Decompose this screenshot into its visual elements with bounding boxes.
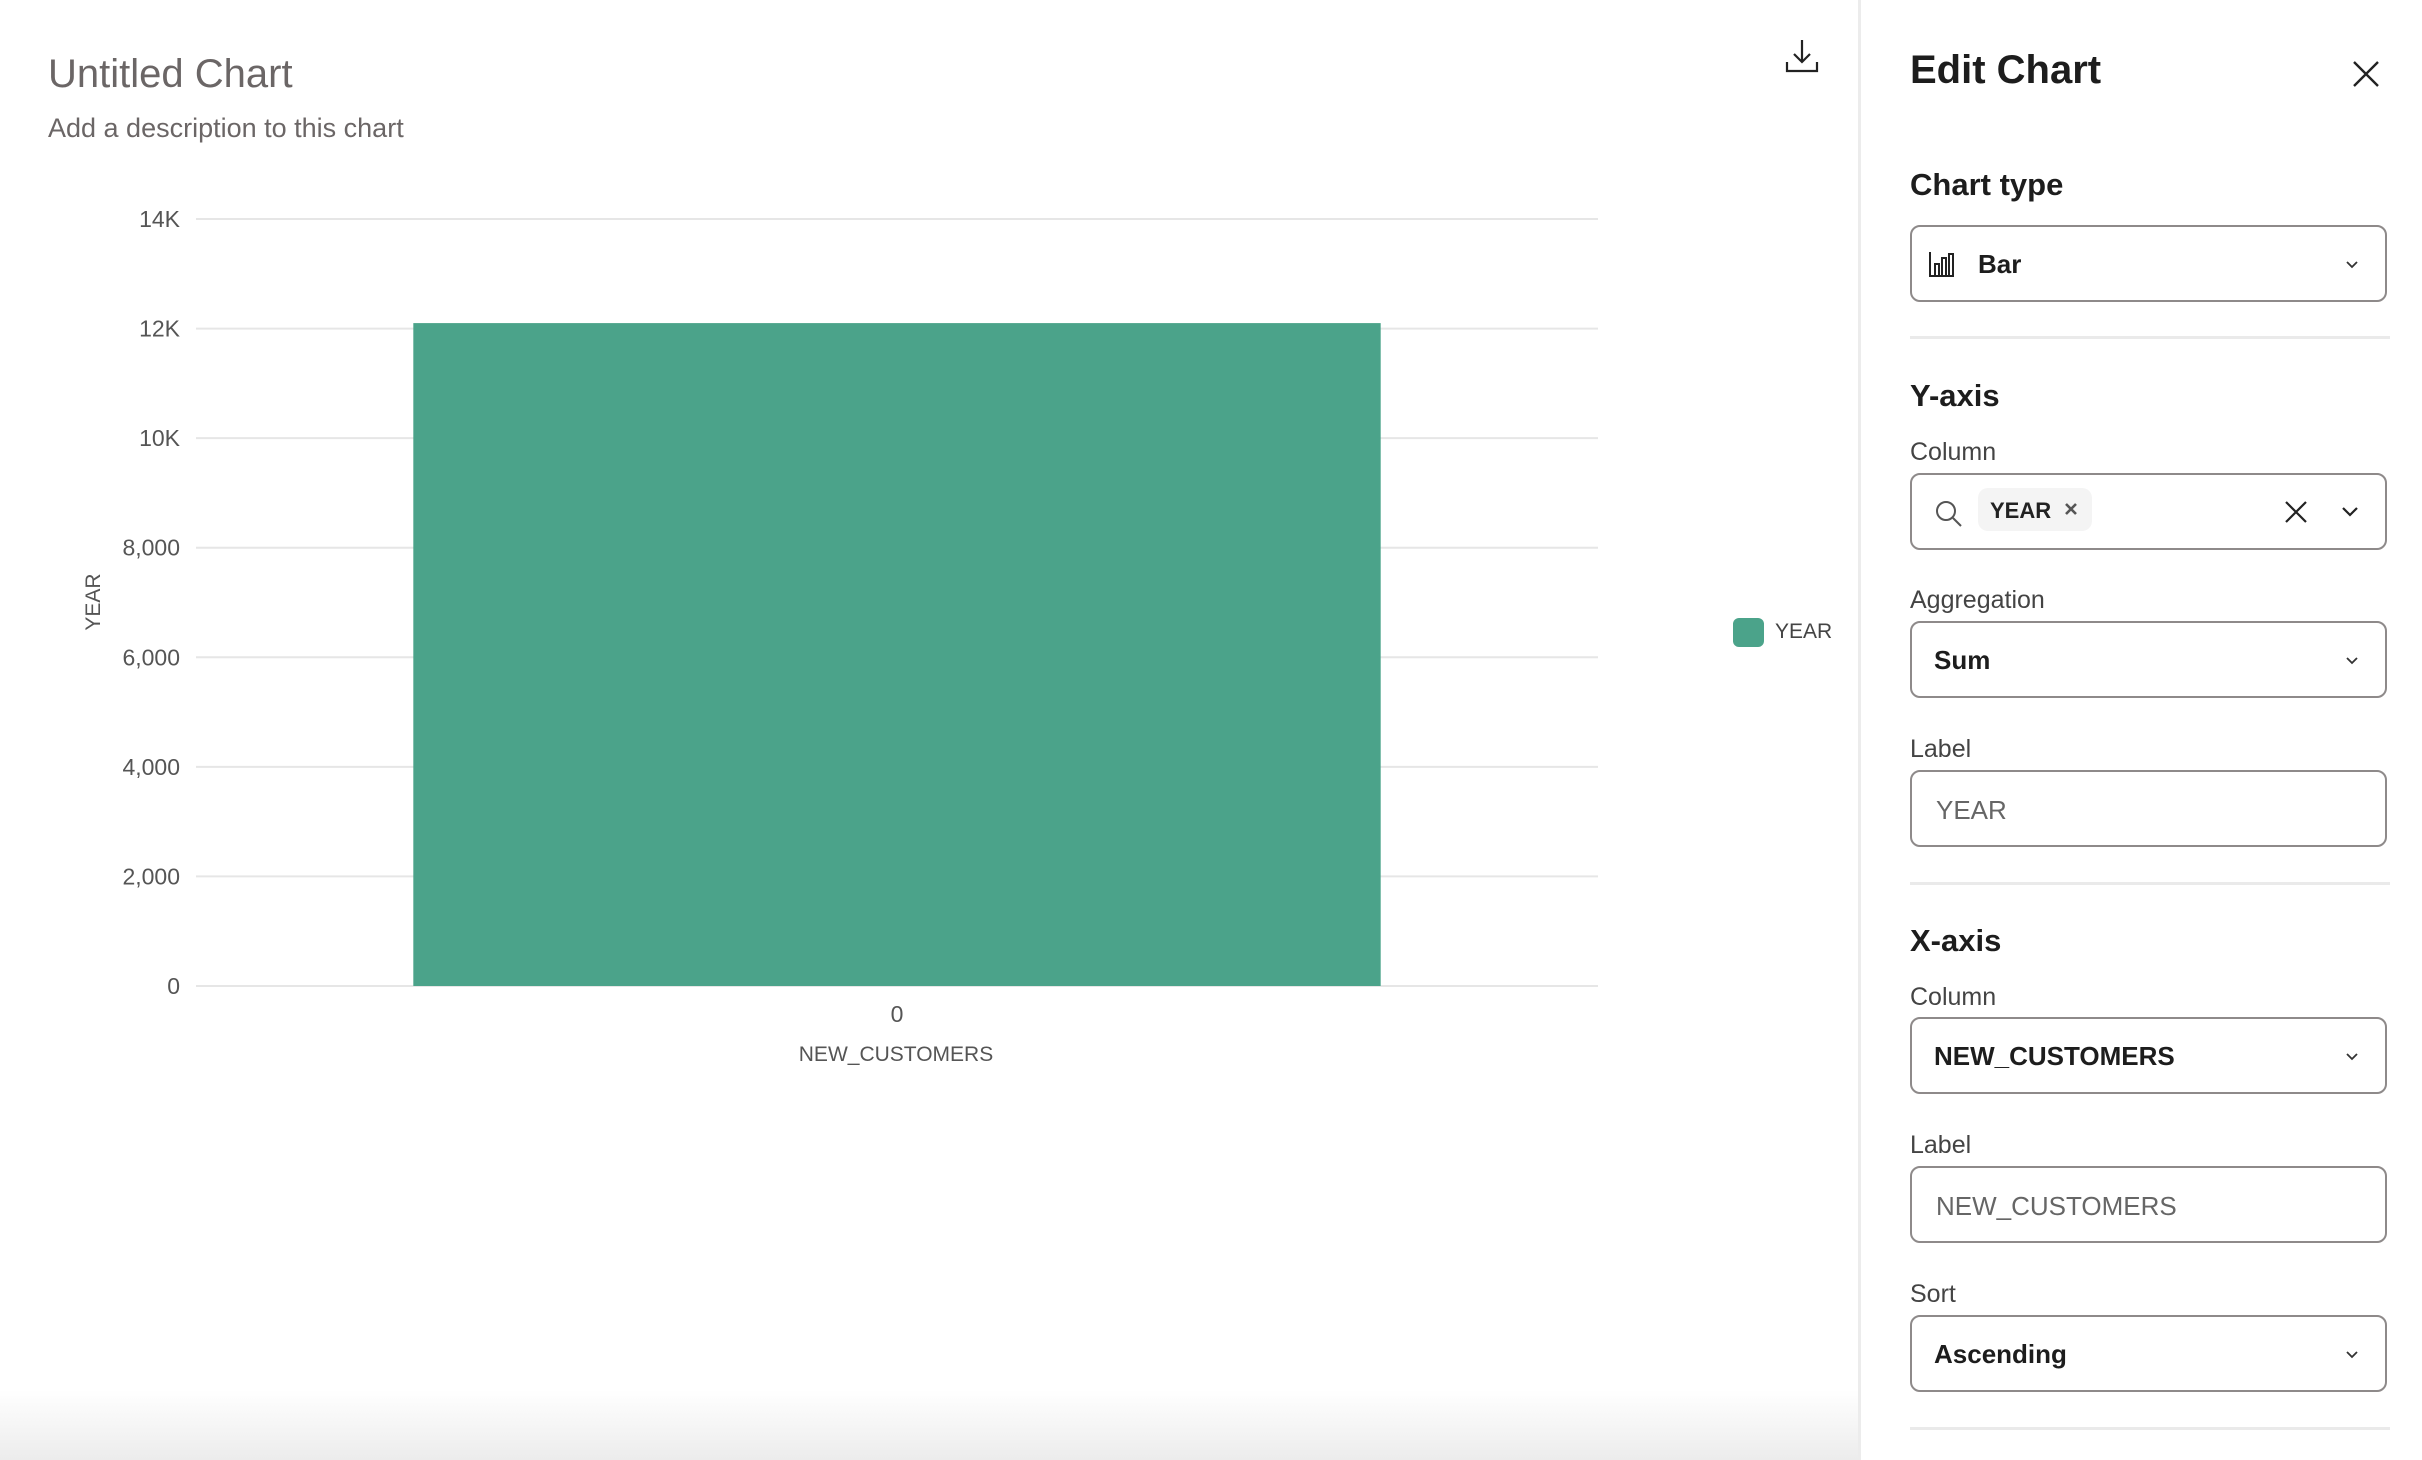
sort-label: Sort [1910,1280,1956,1308]
x-axis-heading: X-axis [1910,923,2002,958]
x-column-label: Column [1910,983,1997,1011]
bars [413,323,1381,986]
y-axis-heading: Y-axis [1910,378,2000,413]
chevron-down-icon [2346,657,2358,665]
y-tick-label: 6,000 [122,644,180,670]
x-label-input[interactable]: NEW_CUSTOMERS [1910,1166,2387,1243]
chart-title[interactable]: Untitled Chart [48,52,293,96]
close-icon[interactable] [2346,54,2386,94]
x-axis-label: NEW_CUSTOMERS [799,1043,993,1066]
bar-chart-icon [1929,252,1954,277]
y-column-label: Column [1910,438,1997,466]
panel-divider [1858,0,1861,1460]
divider [1910,336,2390,339]
chip-label: YEAR [1990,498,2052,523]
y-tick-label: 0 [167,973,180,999]
chart-type-heading: Chart type [1910,167,2064,202]
chevron-down-icon [2346,261,2358,269]
aggregation-value: Sum [1934,645,1991,675]
clear-icon[interactable] [2283,499,2309,525]
y-tick-label: 2,000 [122,863,180,889]
chevron-down-icon [2346,1053,2358,1061]
x-column-value: NEW_CUSTOMERS [1934,1041,2175,1071]
chart-type-value: Bar [1978,249,2022,279]
divider [1910,1427,2390,1430]
aggregation-select[interactable]: Sum [1910,621,2387,698]
bar[interactable] [413,323,1381,986]
legend-swatch[interactable] [1733,618,1764,647]
y-axis-label: YEAR [82,573,105,630]
x-label-placeholder: NEW_CUSTOMERS [1936,1191,2177,1221]
panel-title: Edit Chart [1910,48,2102,92]
chart-type-select[interactable]: Bar [1910,225,2387,302]
x-tick-label: 0 [891,1001,904,1027]
y-tick-label: 12K [139,316,181,342]
chevron-down-icon [2346,1351,2358,1359]
chevron-down-icon[interactable] [2340,504,2360,520]
column-chip: YEAR [1978,488,2092,531]
bottom-shadow [0,1390,1858,1460]
y-tick-labels: 0 2,000 4,000 6,000 8,000 10K 12K 14K [122,206,180,999]
x-label-label: Label [1910,1131,1972,1159]
y-label-input[interactable]: YEAR [1910,770,2387,847]
chart-description[interactable]: Add a description to this chart [48,113,404,143]
chip-remove-icon[interactable] [2064,502,2078,516]
sort-select[interactable]: Ascending [1910,1315,2387,1392]
y-tick-label: 10K [139,425,181,451]
divider [1910,882,2390,885]
y-label-label: Label [1910,735,1972,763]
bar-chart: 0 2,000 4,000 6,000 8,000 10K 12K 14K 0 NEW_CUS… [82,206,1598,1066]
y-tick-label: 8,000 [122,535,180,561]
y-tick-label: 14K [139,206,181,232]
y-column-select[interactable]: YEAR [1910,473,2387,550]
y-label-placeholder: YEAR [1936,795,2007,825]
aggregation-label: Aggregation [1910,586,2045,614]
sort-value: Ascending [1934,1339,2067,1369]
download-icon[interactable] [1782,36,1822,76]
legend-label[interactable]: YEAR [1775,620,1833,643]
x-column-select[interactable]: NEW_CUSTOMERS [1910,1017,2387,1094]
search-icon [1936,501,1962,527]
y-tick-label: 4,000 [122,754,180,780]
